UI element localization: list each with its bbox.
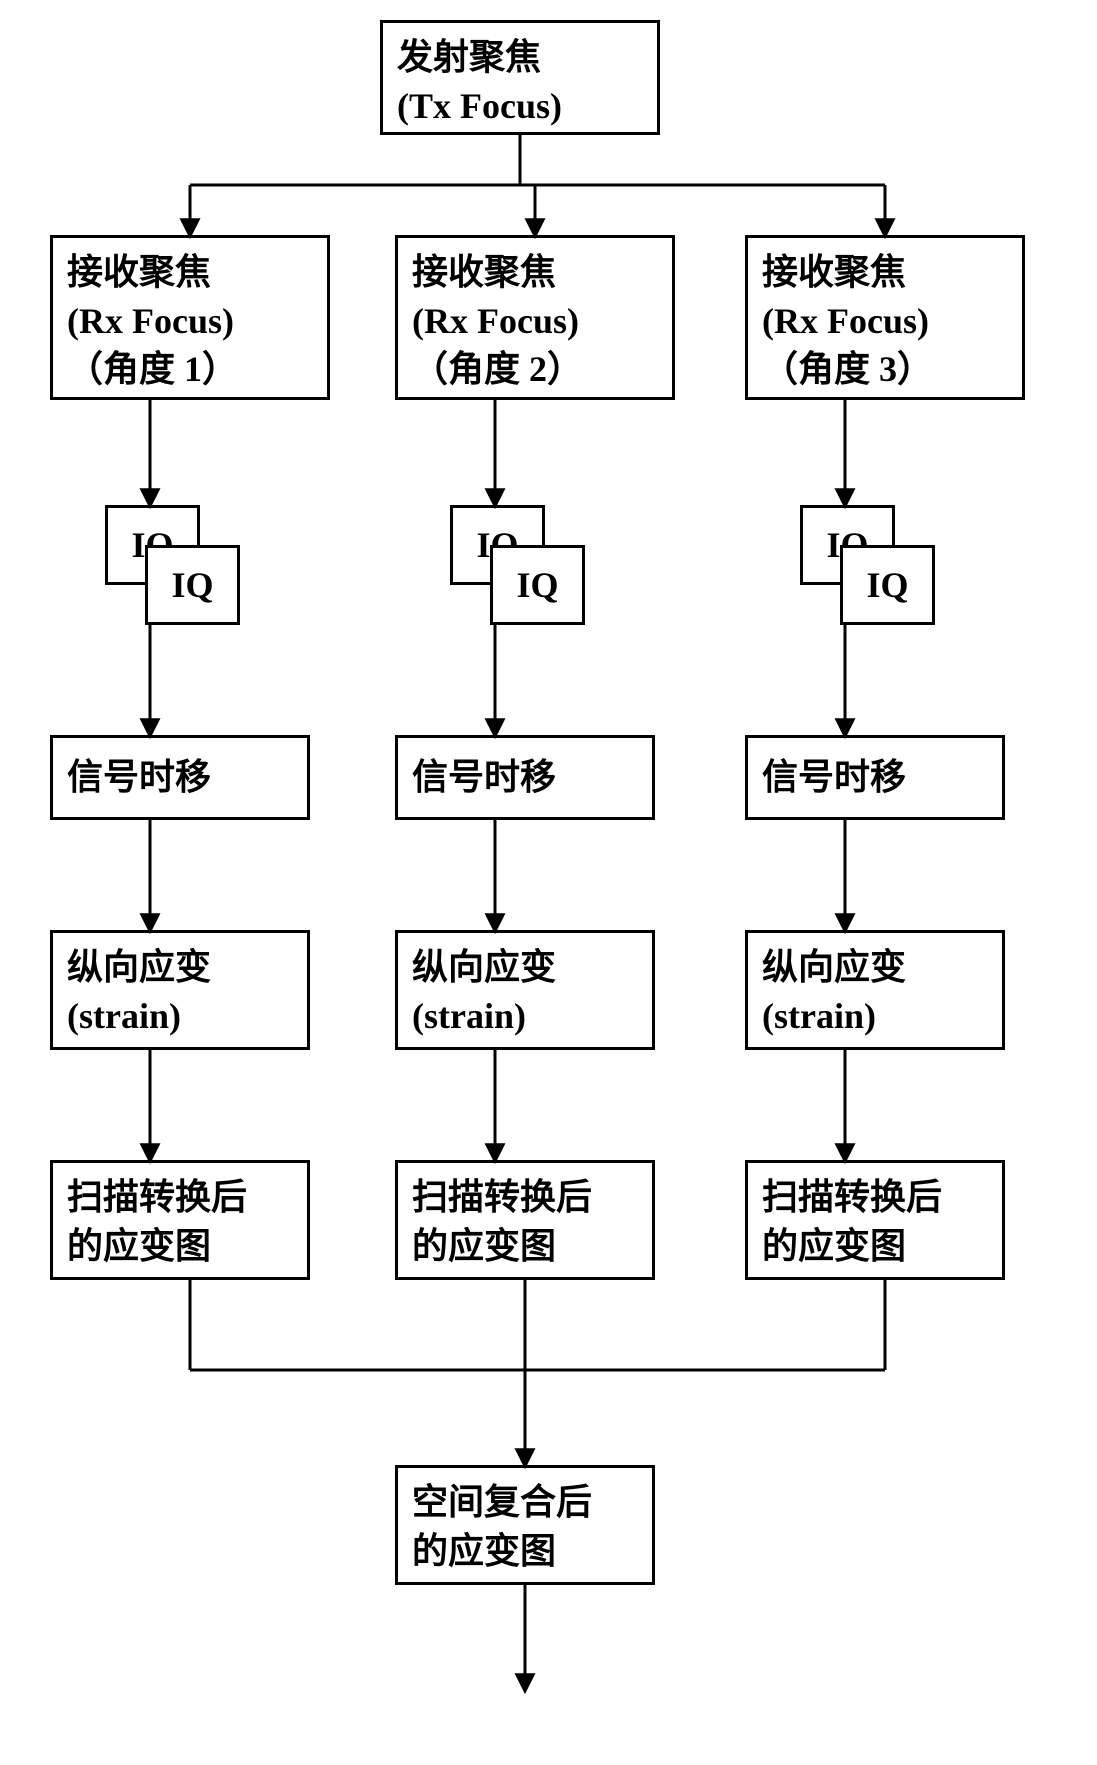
connectors-svg bbox=[0, 0, 1097, 1765]
